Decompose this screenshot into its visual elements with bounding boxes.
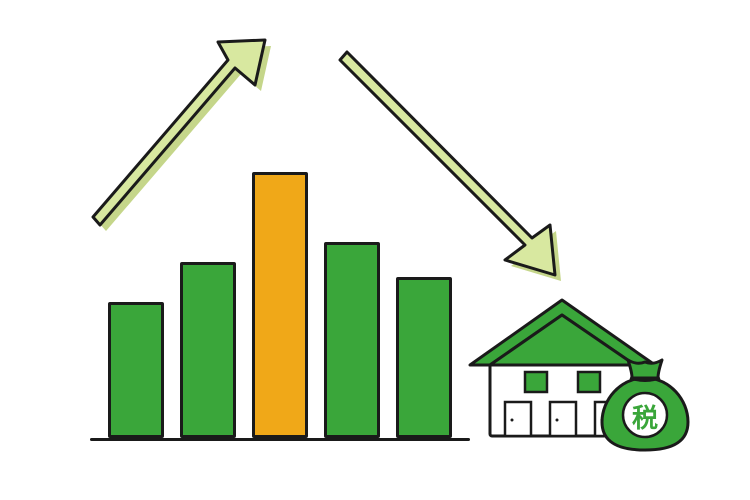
arrow-up-shadow-icon [99, 46, 271, 231]
bar-3 [252, 172, 308, 438]
infographic-canvas: 税 [0, 0, 750, 500]
chart-baseline [90, 438, 470, 441]
arrow-up-icon [93, 40, 265, 225]
bar-5 [396, 277, 452, 438]
bar-2 [180, 262, 236, 438]
money-bag-label: 税 [626, 398, 664, 435]
bar-4 [324, 242, 380, 438]
bar-1 [108, 302, 164, 438]
